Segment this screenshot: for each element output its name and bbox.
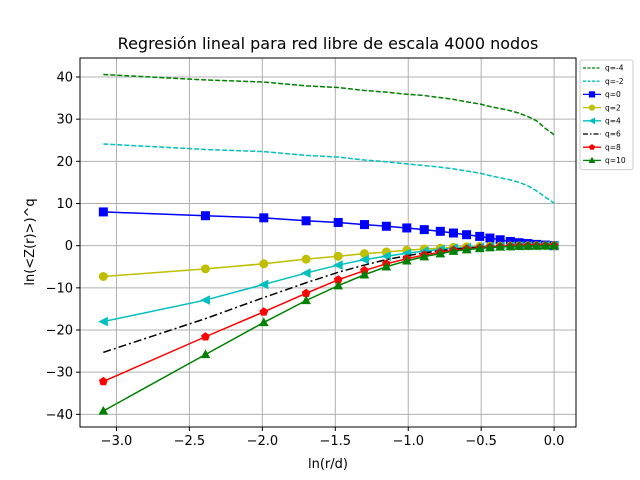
data-point [549,240,559,250]
legend-label: q=4 [605,117,621,126]
legend-label: q=-2 [605,77,624,86]
data-point [333,280,344,290]
plot-series [98,73,559,415]
data-point [419,225,429,235]
legend-marker [588,143,596,150]
series-q=-4 [103,73,555,136]
y-axis-label: ln(<Z(r)>)^q [23,198,38,285]
data-point [485,233,495,243]
data-point [359,254,369,265]
data-point [495,241,505,251]
x-tick-label: −2.5 [174,434,206,449]
legend-label: q=6 [605,130,621,139]
x-tick-label: −0.5 [465,434,497,449]
data-point [301,254,311,264]
data-point [359,269,370,279]
data-point [200,211,210,221]
data-point [475,231,485,241]
data-point [401,255,412,265]
y-tick-label: −10 [46,281,73,296]
x-tick-label: −3.0 [101,434,133,449]
data-point [461,244,472,254]
data-point [258,279,269,290]
legend-label: q=0 [605,90,621,99]
chart-title: Regresión lineal para red libre de escal… [118,34,539,53]
y-tick-label: 20 [56,155,73,170]
data-point [259,213,269,223]
x-tick-label: −1.5 [320,434,352,449]
legend-label: q=2 [605,103,621,112]
data-point [333,217,343,227]
data-point [381,221,391,231]
data-point [505,241,516,251]
x-axis-label: ln(r/d) [308,457,348,472]
data-point [98,405,109,415]
data-point [523,240,533,250]
legend-marker [588,117,596,125]
data-point [258,317,269,327]
data-point [301,216,311,226]
data-point [381,261,392,271]
y-tick-label: 0 [65,239,73,254]
series-q=10 [98,240,559,415]
legend-marker [588,104,596,111]
legend-box [579,59,634,171]
data-point [98,376,108,386]
data-point [419,251,430,261]
data-point [200,295,210,305]
data-point [200,349,211,359]
data-point [474,243,485,253]
data-point [485,242,495,252]
data-point [333,251,343,261]
data-point [98,207,108,217]
data-point [200,264,210,274]
data-point [333,260,343,270]
data-point [300,268,311,278]
x-tick-label: 0.0 [544,434,565,449]
y-tick-label: −40 [46,408,73,423]
legend-marker [588,91,596,98]
data-point [201,332,210,341]
data-point [259,307,269,316]
series-line [103,73,555,136]
legend: q=-4 q=-2 q=0 q=2 q=4 q=6 q=8 q=10 [579,59,634,171]
x-tick-label: −2.0 [247,434,279,449]
data-point [259,259,269,269]
y-tick-label: 40 [56,70,73,85]
series-line [103,143,555,204]
y-tick-label: 10 [56,197,73,212]
y-tick-label: −20 [46,324,73,339]
data-point [448,228,458,238]
legend-label: q=8 [605,143,621,152]
data-point [402,223,412,233]
data-point [514,241,524,250]
data-point [435,248,446,258]
axis-ticks: −3.0 −2.5 −2.0 −1.5 −1.0 −0.5 0.0 −40 −30 −20 −10 0… [46,70,565,449]
plot-frame [79,57,577,428]
data-point [435,226,445,236]
data-point [448,246,459,255]
legend-label: q=-4 [605,64,624,73]
data-point [98,271,108,281]
data-point [540,240,551,250]
x-tick-label: −1.0 [392,434,424,449]
data-point [381,251,391,262]
data-point [462,230,472,240]
legend-marker [588,156,596,163]
data-point [531,240,542,250]
y-tick-label: −30 [46,366,73,381]
data-point [98,316,108,327]
series-q=-2 [103,143,555,204]
data-point [301,295,311,305]
data-point [359,220,369,230]
y-tick-label: 30 [56,113,73,128]
legend-label: q=10 [605,156,626,165]
